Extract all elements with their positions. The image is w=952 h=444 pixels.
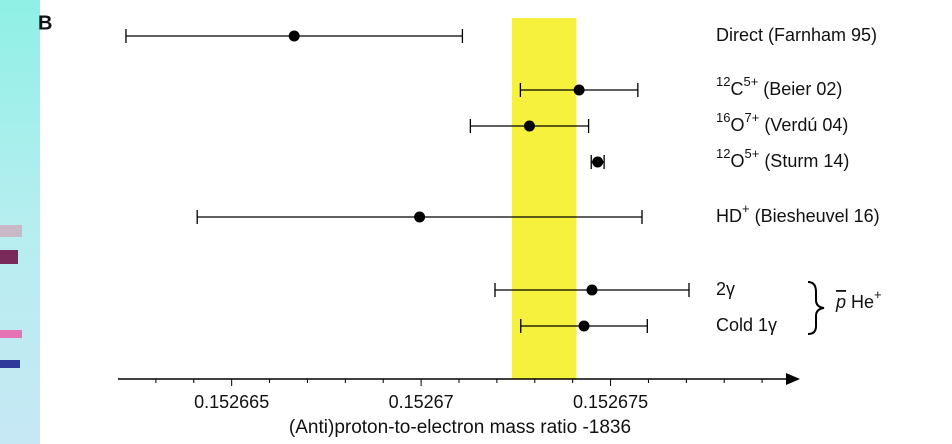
data-point (578, 320, 590, 332)
point-label: Cold 1γ (716, 315, 777, 335)
point-label: Direct (Farnham 95) (716, 25, 877, 45)
label-part: 12 (716, 146, 730, 161)
group-label: p He+ (835, 287, 882, 311)
neighbor-panel-deco (0, 330, 22, 338)
label-part: 5+ (743, 74, 758, 89)
point-label: 2γ (716, 279, 735, 299)
label-part: (Biesheuvel 16) (750, 206, 880, 226)
x-tick-label: 0.15267 (389, 392, 454, 412)
data-point (414, 211, 426, 223)
label-part: He (846, 292, 874, 312)
axis-arrow (786, 373, 800, 385)
label-part: (Verdú 04) (759, 115, 848, 135)
point-label: 12O5+ (Sturm 14) (716, 146, 849, 170)
label-part: HD (716, 206, 742, 226)
label-part: 16 (716, 110, 730, 125)
data-point (288, 30, 300, 42)
label-part: 7+ (744, 110, 759, 125)
label-part: Direct (Farnham 95) (716, 25, 877, 45)
label-part: C (730, 79, 743, 99)
panel-label: B (38, 12, 52, 34)
point-label: 12C5+ (Beier 02) (716, 74, 842, 98)
label-part: Cold 1γ (716, 315, 777, 335)
group-brace (807, 281, 825, 335)
point-label: HD+ (Biesheuvel 16) (716, 201, 880, 225)
label-part: O (730, 115, 744, 135)
neighbor-panel-deco (0, 250, 18, 264)
label-part: + (742, 201, 750, 216)
data-point (573, 84, 585, 96)
x-axis-label: (Anti)proton-to-electron mass ratio -183… (289, 417, 631, 438)
x-tick-label: 0.152675 (573, 392, 648, 412)
label-part: p (835, 292, 846, 312)
data-point (523, 120, 535, 132)
label-part: + (874, 287, 882, 302)
label-part: O (730, 151, 744, 171)
label-part: 5+ (744, 146, 759, 161)
data-point (592, 156, 604, 168)
neighbor-panel-deco (0, 225, 22, 237)
label-part: 12 (716, 74, 730, 89)
neighbor-panel-deco (0, 360, 20, 368)
x-tick-label: 0.152665 (194, 392, 269, 412)
label-part: (Sturm 14) (759, 151, 849, 171)
label-part: 2γ (716, 279, 735, 299)
label-part: (Beier 02) (758, 79, 842, 99)
point-label: 16O7+ (Verdú 04) (716, 110, 848, 134)
reference-band (512, 18, 577, 379)
data-point (586, 284, 598, 296)
neighbor-panel-strip (0, 0, 40, 444)
